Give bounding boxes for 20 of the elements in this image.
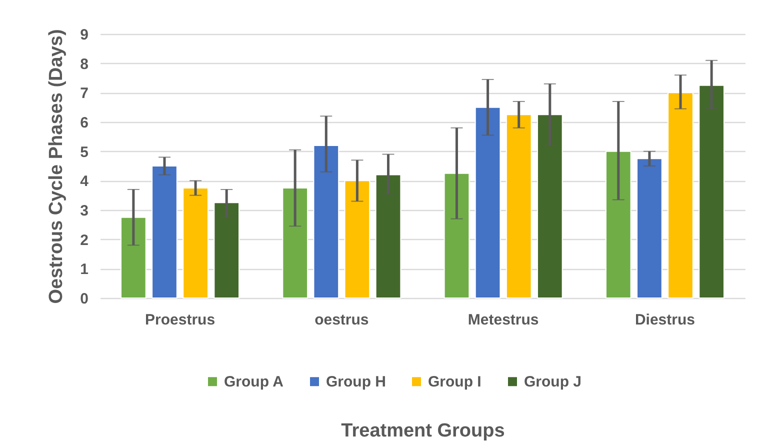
legend-label: Group I (428, 374, 482, 391)
y-tick-label: 8 (80, 56, 88, 73)
y-tick-label: 9 (80, 26, 88, 44)
y-tick-label: 4 (80, 173, 90, 190)
y-tick-label: 5 (80, 144, 88, 161)
y-tick-label: 7 (80, 85, 88, 102)
x-tick-label: Proestrus (145, 312, 216, 328)
y-tick-label: 0 (80, 290, 88, 308)
y-tick-label: 2 (80, 232, 88, 249)
x-axis-title: Treatment Groups (341, 420, 505, 442)
x-tick-label: oestrus (314, 312, 369, 328)
y-axis-title: Oestrous Cycle Phases (Days) (46, 29, 68, 304)
legend-label: Group A (224, 374, 284, 391)
x-tick-label: Diestrus (634, 312, 695, 328)
y-tick-label: 6 (80, 114, 88, 132)
y-tick-label: 3 (80, 202, 88, 220)
y-tick-label: 1 (80, 261, 88, 278)
legend-label: Group H (326, 374, 386, 391)
x-tick-label: Metestrus (468, 312, 539, 328)
legend-label: Group J (524, 374, 582, 391)
